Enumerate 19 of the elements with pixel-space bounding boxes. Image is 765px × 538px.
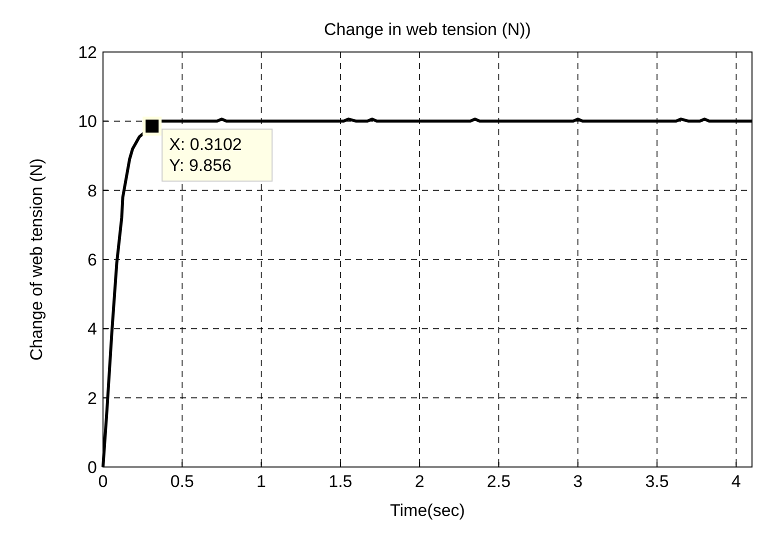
x-axis-title: Time(sec) xyxy=(390,501,465,520)
x-tick-label: 3 xyxy=(573,472,583,491)
y-tick-label: 12 xyxy=(78,43,97,62)
chart-title: Change in web tension (N)) xyxy=(324,20,531,39)
x-tick-label: 3.5 xyxy=(645,472,669,491)
x-tick-label: 1.5 xyxy=(328,472,352,491)
annotation: X: 0.3102 Y: 9.856 xyxy=(169,135,242,176)
x-tick-label: 1 xyxy=(256,472,266,491)
y-tick-label: 6 xyxy=(88,250,97,270)
x-tick-label: 2.5 xyxy=(486,472,511,491)
y-tick-label: 8 xyxy=(88,181,97,200)
y-axis-title: Change of web tension (N) xyxy=(27,158,46,361)
y-tick-label: 10 xyxy=(78,112,97,132)
y-tick-label: 0 xyxy=(88,458,97,477)
x-tick-label: 4 xyxy=(731,472,741,491)
x-tick-label: 0.5 xyxy=(170,472,194,491)
x-tick-label: 2 xyxy=(414,472,424,491)
y-tick-label: 2 xyxy=(88,388,97,408)
y-tick-label: 4 xyxy=(88,320,97,339)
